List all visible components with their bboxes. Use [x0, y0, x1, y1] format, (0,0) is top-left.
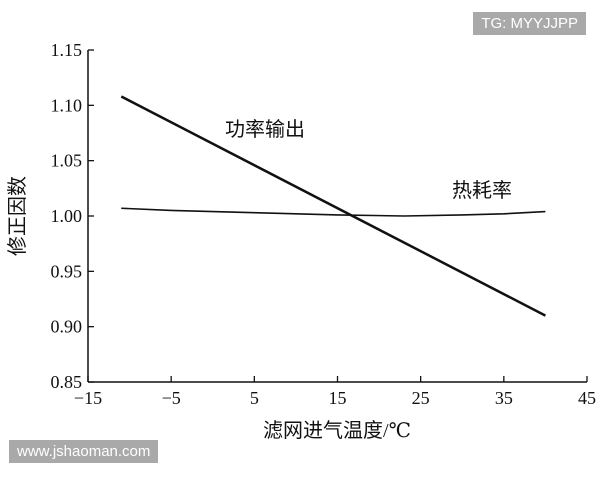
y-tick-label: 1.00	[51, 206, 83, 226]
x-tick-label: 5	[250, 388, 259, 408]
series-line-1	[121, 207, 546, 217]
y-tick-label: 1.05	[51, 151, 83, 171]
series-label-heat-rate: 热耗率	[452, 179, 512, 202]
x-tick-label: 35	[495, 388, 513, 408]
x-tick-label: 15	[329, 388, 347, 408]
x-tick-label: −15	[74, 388, 102, 408]
watermark-top: TG: MYYJJPP	[473, 12, 586, 35]
series-line-0	[120, 95, 546, 317]
x-tick-label: −5	[162, 388, 181, 408]
y-tick-label: 1.15	[51, 40, 83, 60]
y-tick-label: 0.85	[51, 372, 83, 392]
y-tick-label: 0.95	[51, 261, 83, 281]
x-axis-label: 滤网进气温度/℃	[263, 419, 411, 442]
series-label-power: 功率输出	[225, 118, 305, 141]
y-axis-label: 修正因数	[6, 176, 29, 256]
y-tick-label: 1.10	[51, 95, 83, 115]
x-tick-label: 25	[412, 388, 430, 408]
x-tick-label: 45	[578, 388, 596, 408]
y-tick-label: 0.90	[51, 317, 83, 337]
watermark-bottom: www.jshaoman.com	[9, 440, 159, 463]
